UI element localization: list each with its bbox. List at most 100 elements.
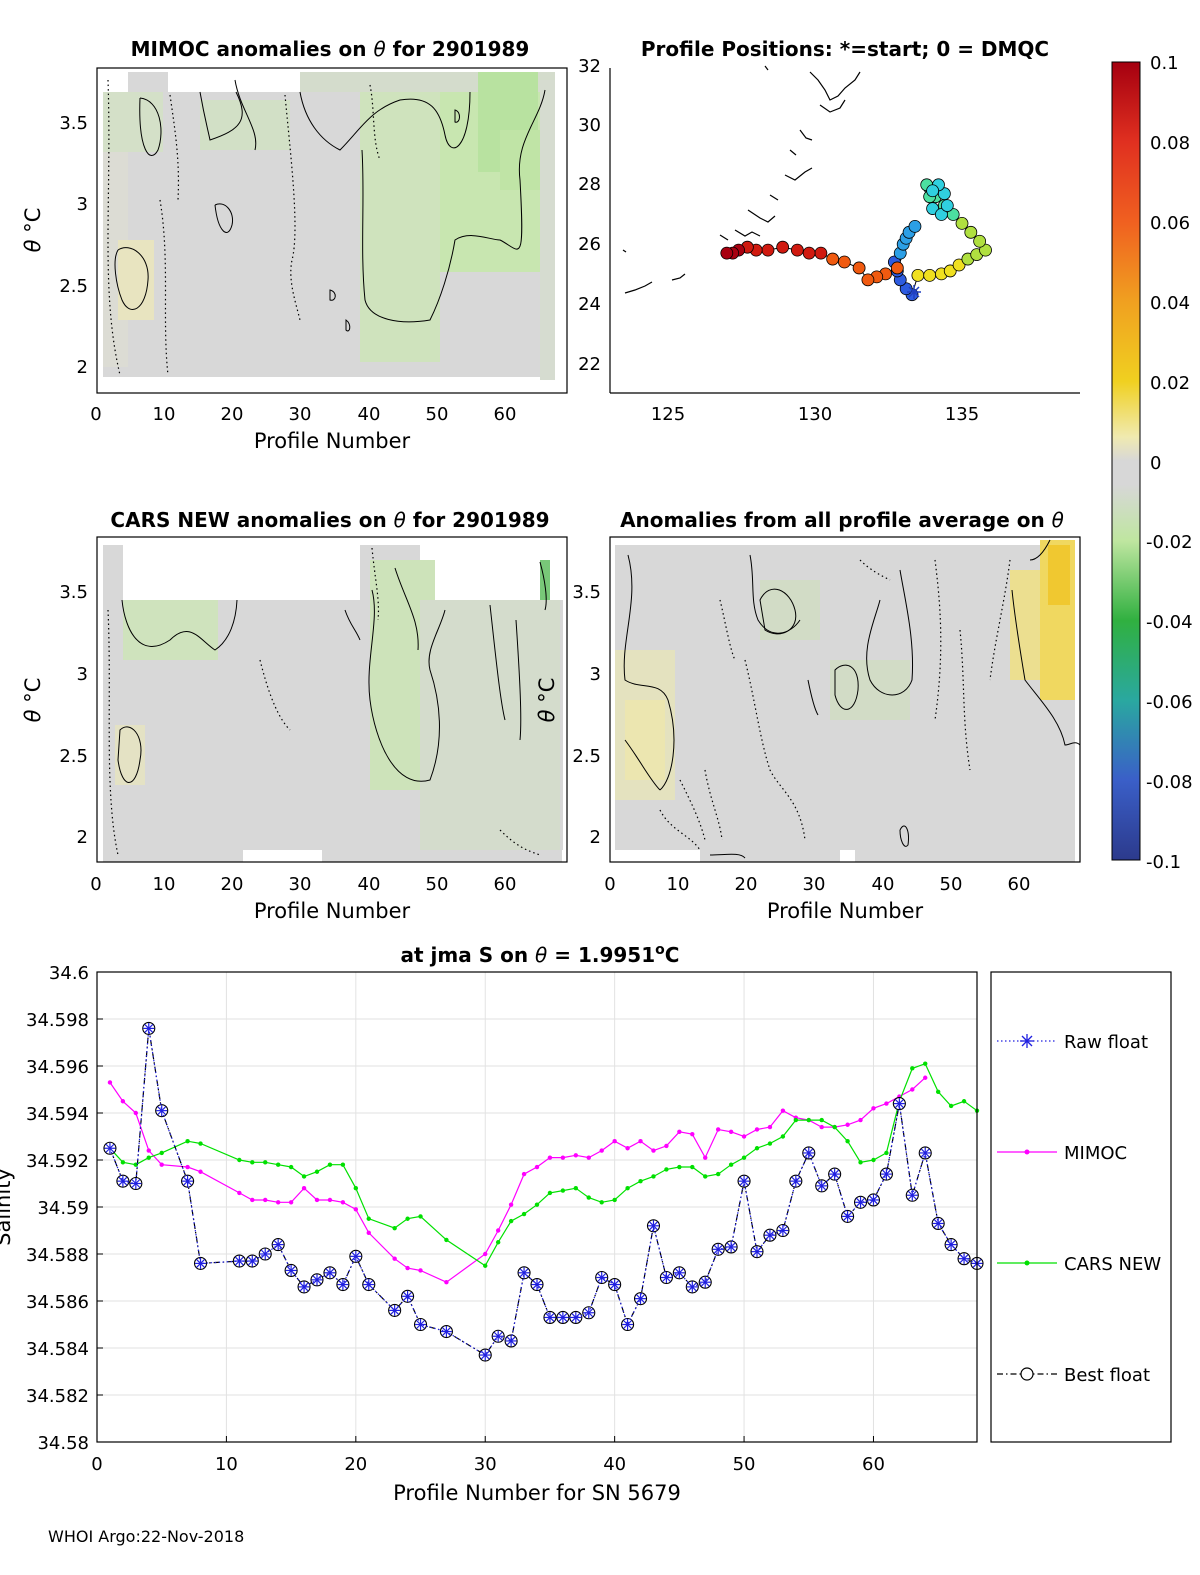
- svg-text:130: 130: [798, 404, 832, 425]
- data-point: [677, 1129, 682, 1135]
- mimoc-field: [103, 72, 555, 380]
- data-point: [570, 1311, 582, 1323]
- legend-best-float: Best float: [997, 1365, 1150, 1386]
- data-point: [712, 1243, 724, 1255]
- data-point: [146, 1148, 151, 1153]
- map-track-line: [726, 226, 916, 296]
- data-point: [596, 1272, 608, 1283]
- legend-dot-icon: [1024, 1260, 1030, 1266]
- data-point: [651, 1174, 656, 1179]
- svg-text:20: 20: [735, 874, 758, 895]
- svg-text:-0.08: -0.08: [1146, 772, 1193, 793]
- x-tick-label: 50: [733, 1454, 756, 1475]
- svg-text:3: 3: [77, 664, 88, 685]
- data-point: [919, 1147, 931, 1159]
- y-tick-label: 34.584: [26, 1339, 89, 1360]
- data-point: [440, 1326, 452, 1338]
- svg-text:10: 10: [153, 874, 176, 895]
- data-point: [117, 1175, 129, 1187]
- data-point: [819, 1117, 824, 1123]
- data-point: [880, 1168, 892, 1180]
- chart-yticks: 34.58 34.582 34.584 34.586 34.588 34.59 34.592…: [26, 963, 103, 1454]
- avg-xlabel: Profile Number: [767, 899, 924, 923]
- data-point: [444, 1280, 449, 1285]
- svg-text:-0.02: -0.02: [1146, 532, 1193, 553]
- data-point: [728, 1162, 734, 1167]
- data-point: [301, 1186, 307, 1191]
- data-point: [479, 1349, 491, 1361]
- cars-ylabel: θ °C: [21, 678, 45, 723]
- data-point: [845, 1139, 850, 1144]
- data-point: [263, 1160, 268, 1165]
- map-profile-point: [761, 243, 775, 257]
- chart-ylabel: Salinity: [0, 1168, 15, 1246]
- data-point: [948, 1103, 954, 1109]
- map-profile-point: [952, 258, 966, 272]
- legend-asterisk-icon: [1020, 1034, 1034, 1048]
- svg-text:0: 0: [90, 874, 101, 895]
- data-point: [327, 1197, 333, 1203]
- data-point: [547, 1155, 553, 1160]
- data-point: [250, 1197, 255, 1203]
- chart-series: [103, 1021, 984, 1362]
- colorbar-ticks: 0.1 0.08 0.06 0.04 0.02 0 -0.02 -0.04 -0…: [1146, 53, 1193, 873]
- map-profile-point: [979, 243, 992, 257]
- mimoc-ylabel: θ °C: [21, 208, 45, 253]
- svg-text:24: 24: [578, 294, 601, 315]
- data-point: [573, 1186, 579, 1191]
- map-profile-point: [935, 208, 948, 221]
- data-point: [893, 1098, 905, 1110]
- data-point: [350, 1250, 362, 1262]
- data-point: [495, 1240, 501, 1245]
- svg-text:0.1: 0.1: [1150, 53, 1179, 74]
- data-point: [664, 1143, 669, 1149]
- data-point: [107, 1080, 113, 1085]
- data-point: [599, 1148, 604, 1153]
- chart-xticks: 0 10 20 30 40 50 60: [91, 1436, 885, 1475]
- svg-text:40: 40: [358, 874, 381, 895]
- data-point: [363, 1279, 375, 1291]
- data-point: [754, 1127, 760, 1132]
- svg-text:3: 3: [590, 664, 601, 685]
- svg-text:30: 30: [289, 874, 312, 895]
- map-profile-point: [790, 243, 804, 257]
- data-point: [405, 1216, 410, 1221]
- cars-yticks: 2 2.5 3 3.5: [59, 582, 88, 848]
- data-point: [353, 1207, 359, 1212]
- svg-text:2: 2: [77, 827, 88, 848]
- svg-text:0: 0: [1150, 453, 1161, 474]
- data-point: [508, 1202, 514, 1207]
- x-tick-label: 30: [474, 1454, 497, 1475]
- avg-title: Anomalies from all profile average on θ: [620, 508, 1064, 532]
- x-tick-label: 40: [603, 1454, 626, 1475]
- data-point: [366, 1230, 371, 1236]
- map-xticks: 125 130 135: [651, 404, 979, 425]
- data-point: [703, 1174, 708, 1179]
- data-point: [932, 1217, 944, 1229]
- svg-text:10: 10: [667, 874, 690, 895]
- svg-text:Raw float: Raw float: [1064, 1032, 1148, 1053]
- data-point: [935, 1089, 941, 1095]
- y-tick-label: 34.592: [26, 1151, 89, 1172]
- data-point: [677, 1164, 682, 1170]
- svg-text:0.02: 0.02: [1150, 373, 1190, 394]
- data-point: [855, 1196, 867, 1208]
- data-point: [703, 1155, 708, 1160]
- data-point: [246, 1255, 258, 1267]
- map-profile-point: [926, 184, 939, 198]
- svg-text:-0.04: -0.04: [1146, 612, 1193, 633]
- data-point: [625, 1146, 630, 1151]
- data-point: [793, 1117, 799, 1123]
- data-point: [560, 1155, 566, 1160]
- data-point: [625, 1186, 630, 1191]
- data-point: [586, 1155, 591, 1160]
- data-point: [314, 1169, 320, 1174]
- svg-text:2.5: 2.5: [59, 746, 88, 767]
- data-point: [751, 1246, 763, 1258]
- data-point: [263, 1197, 268, 1203]
- data-point: [647, 1220, 659, 1232]
- data-point: [906, 1189, 918, 1201]
- data-point: [560, 1188, 566, 1193]
- y-tick-label: 34.598: [26, 1010, 89, 1031]
